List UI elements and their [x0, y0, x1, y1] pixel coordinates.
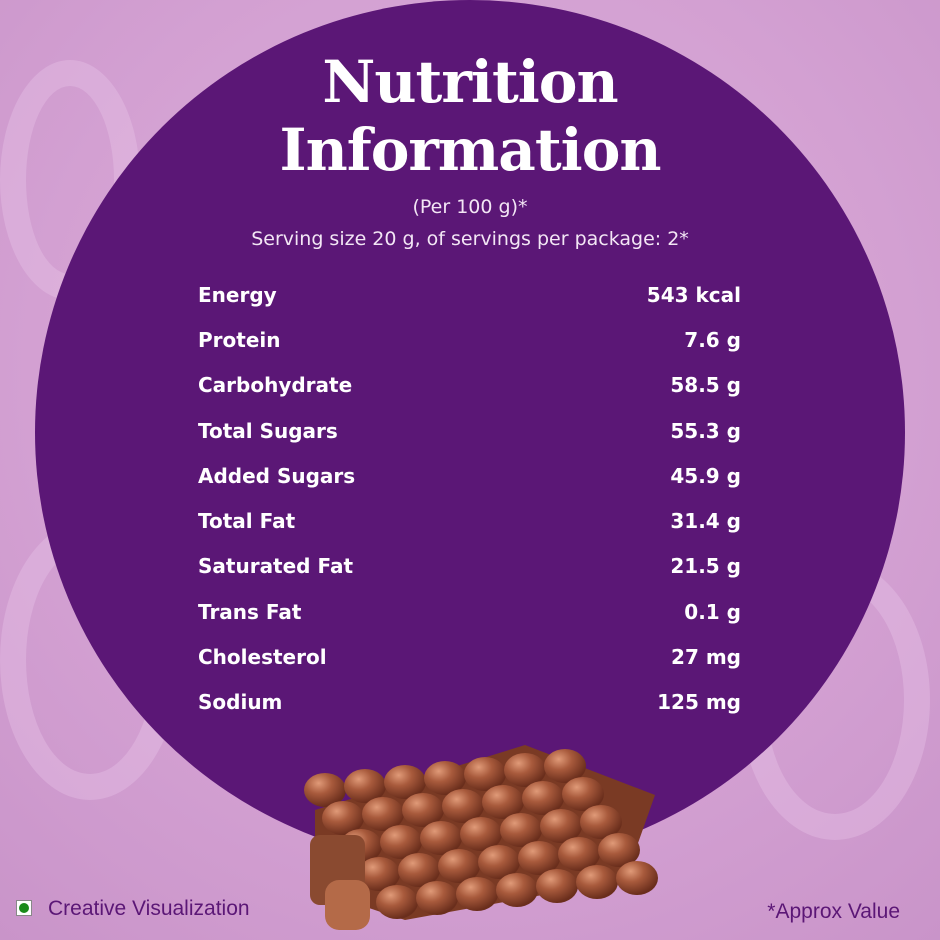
chocolate-bubble [580, 805, 622, 839]
nutrient-value: 7.6 g [684, 327, 741, 352]
chocolate-bubble [384, 765, 426, 799]
chocolate-bubble [304, 773, 346, 807]
chocolate-bar-image [304, 745, 658, 930]
table-row: Sodium 125 mg [198, 680, 741, 725]
nutrient-name: Trans Fat [198, 599, 302, 624]
chocolate-bubble [518, 841, 560, 875]
chocolate-bubble [402, 793, 444, 827]
page-title: Nutrition Information [0, 48, 940, 184]
table-row: Protein 7.6 g [198, 317, 741, 362]
chocolate-bubble [442, 789, 484, 823]
chocolate-bubble [522, 781, 564, 815]
nutrient-value: 45.9 g [670, 463, 741, 488]
table-row: Total Fat 31.4 g [198, 498, 741, 543]
nutrient-name: Saturated Fat [198, 554, 354, 579]
veg-mark-icon [16, 900, 32, 916]
chocolate-bubble [544, 749, 586, 783]
nutrient-name: Protein [198, 327, 281, 352]
nutrient-value: 27 mg [671, 645, 741, 670]
nutrient-name: Total Fat [198, 509, 296, 534]
nutrient-value: 543 kcal [646, 282, 741, 307]
nutrient-name: Carbohydrate [198, 373, 353, 398]
chocolate-bubble [424, 761, 466, 795]
chocolate-bubble [540, 809, 582, 843]
chocolate-bubble [362, 797, 404, 831]
nutrient-value: 55.3 g [670, 418, 741, 443]
table-row: Trans Fat 0.1 g [198, 589, 741, 634]
table-row: Added Sugars 45.9 g [198, 453, 741, 498]
nutrition-table: Energy 543 kcal Protein 7.6 g Carbohydrate… [198, 272, 741, 725]
per-quantity: (Per 100 g)* [412, 196, 528, 218]
nutrient-name: Sodium [198, 690, 283, 715]
nutrient-value: 125 mg [657, 690, 741, 715]
chocolate-bubble [322, 801, 364, 835]
approx-value-note: *Approx Value [767, 900, 900, 923]
chocolate-bubble [576, 865, 618, 899]
chocolate-bubble [344, 769, 386, 803]
title-line-1: Nutrition [322, 48, 618, 116]
chocolate-bubble [398, 853, 440, 887]
chocolate-bubble [500, 813, 542, 847]
purple-circle-panel [35, 0, 905, 865]
serving-size: Serving size 20 g, of servings per packa… [251, 228, 689, 250]
nutrient-value: 58.5 g [670, 373, 741, 398]
table-row: Saturated Fat 21.5 g [198, 544, 741, 589]
chocolate-bubble [558, 837, 600, 871]
table-row: Energy 543 kcal [198, 272, 741, 317]
creative-visualization-note: Creative Visualization [48, 897, 250, 920]
nutrient-value: 31.4 g [670, 509, 741, 534]
chocolate-bubble [496, 873, 538, 907]
chocolate-bubble [456, 877, 498, 911]
chocolate-bubble [478, 845, 520, 879]
chocolate-bubble [420, 821, 462, 855]
chocolate-bubble [464, 757, 506, 791]
nutrient-name: Total Sugars [198, 418, 338, 443]
nutrient-value: 0.1 g [684, 599, 741, 624]
nutrient-value: 21.5 g [670, 554, 741, 579]
table-row: Total Sugars 55.3 g [198, 408, 741, 453]
chocolate-bubble [598, 833, 640, 867]
title-line-2: Information [279, 116, 661, 184]
nutrient-name: Added Sugars [198, 463, 356, 488]
table-row: Cholesterol 27 mg [198, 634, 741, 679]
chocolate-bubble [438, 849, 480, 883]
chocolate-bubble [504, 753, 546, 787]
nutrient-name: Cholesterol [198, 645, 327, 670]
chocolate-bubble [416, 881, 458, 915]
table-row: Carbohydrate 58.5 g [198, 363, 741, 408]
chocolate-bubble [482, 785, 524, 819]
chocolate-bubble [358, 857, 400, 891]
chocolate-bubble [536, 869, 578, 903]
broken-piece [325, 880, 370, 930]
chocolate-bubble [376, 885, 418, 919]
chocolate-bubble [616, 861, 658, 895]
chocolate-bubble [562, 777, 604, 811]
chocolate-bubble [460, 817, 502, 851]
chocolate-bubble [380, 825, 422, 859]
nutrient-name: Energy [198, 282, 277, 307]
